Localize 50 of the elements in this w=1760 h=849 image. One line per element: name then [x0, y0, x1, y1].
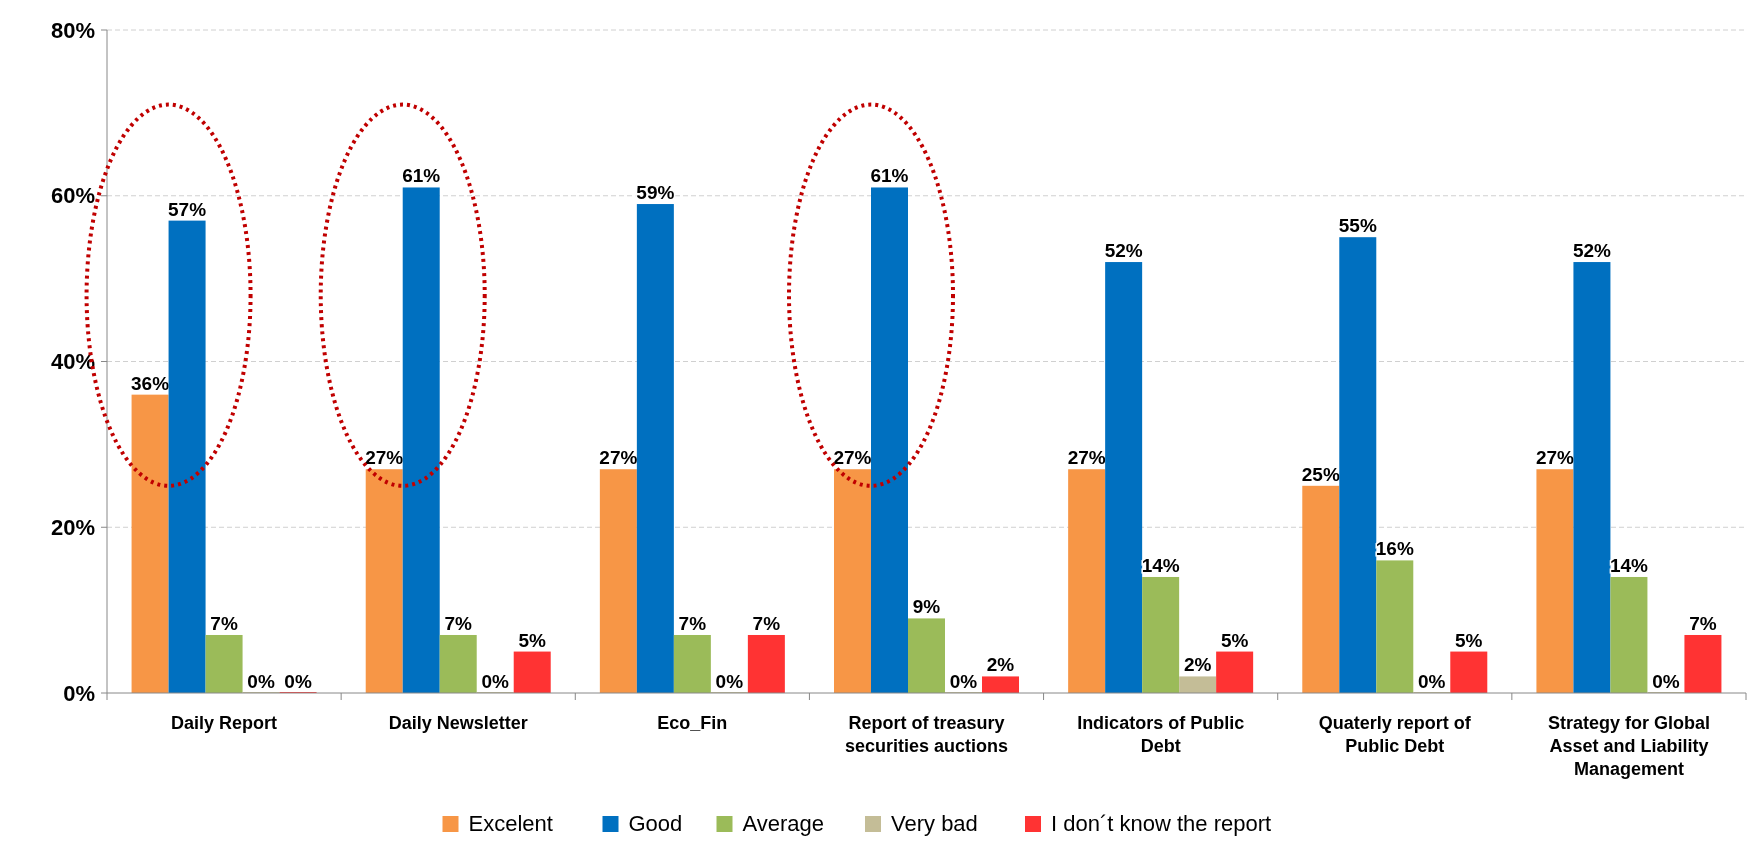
y-tick-label: 40%	[50, 349, 95, 375]
data-label: 9%	[912, 596, 941, 618]
data-label: 27%	[365, 447, 404, 469]
data-label: 0%	[949, 671, 978, 692]
data-label: 7%	[1689, 612, 1717, 634]
data-label: 5%	[1220, 629, 1249, 651]
legend-label: Good	[628, 811, 683, 836]
legend-label: Average	[742, 811, 825, 836]
x-tick-label: Daily Report	[171, 713, 278, 733]
data-label: 2%	[1183, 654, 1212, 676]
x-tick-label: Strategy for Global Asset and Liability Management	[1547, 713, 1710, 779]
data-label: 5%	[518, 629, 547, 651]
data-label: 14%	[1609, 554, 1649, 576]
data-label: 16%	[1375, 538, 1414, 560]
data-label: 36%	[131, 372, 170, 394]
data-label: 7%	[752, 612, 781, 634]
data-label: 0%	[1652, 671, 1680, 692]
data-label: 14%	[1141, 554, 1180, 576]
legend-label: Very bad	[891, 811, 978, 836]
data-label: 55%	[1338, 215, 1377, 237]
data-label: 2%	[986, 654, 1015, 676]
y-tick-label: 0%	[63, 680, 95, 706]
data-label: 61%	[402, 165, 441, 187]
data-label: 27%	[833, 447, 872, 469]
y-tick-label: 80%	[50, 17, 95, 43]
x-tick-label: Eco_Fin	[657, 713, 728, 733]
data-label: 0%	[1418, 671, 1446, 692]
data-label: 59%	[636, 182, 675, 204]
x-tick-label: Daily Newsletter	[388, 713, 528, 733]
data-label: 5%	[1455, 629, 1483, 651]
legend-label: I don´t know the report	[1051, 811, 1272, 836]
x-tick-label: Indicators of Public Debt	[1077, 713, 1245, 756]
data-label: 27%	[1067, 447, 1106, 469]
data-label: 7%	[678, 612, 707, 634]
x-tick-label: Quaterly report of Public Debt	[1318, 713, 1472, 756]
data-label: 52%	[1104, 240, 1143, 262]
data-label: 7%	[210, 612, 238, 634]
data-label: 27%	[599, 447, 638, 469]
data-label: 0%	[247, 671, 275, 692]
x-tick-label: Report of treasury securities auctions	[844, 713, 1009, 756]
legend-label: Excelent	[468, 811, 553, 836]
data-label: 52%	[1572, 240, 1612, 262]
data-label: 57%	[168, 198, 207, 220]
data-label: 61%	[870, 165, 909, 187]
data-label: 0%	[481, 671, 510, 692]
y-tick-label: 20%	[50, 514, 95, 540]
data-label: 0%	[284, 671, 312, 692]
data-label: 0%	[715, 671, 744, 692]
data-label: 7%	[444, 612, 473, 634]
y-tick-label: 60%	[50, 183, 95, 209]
